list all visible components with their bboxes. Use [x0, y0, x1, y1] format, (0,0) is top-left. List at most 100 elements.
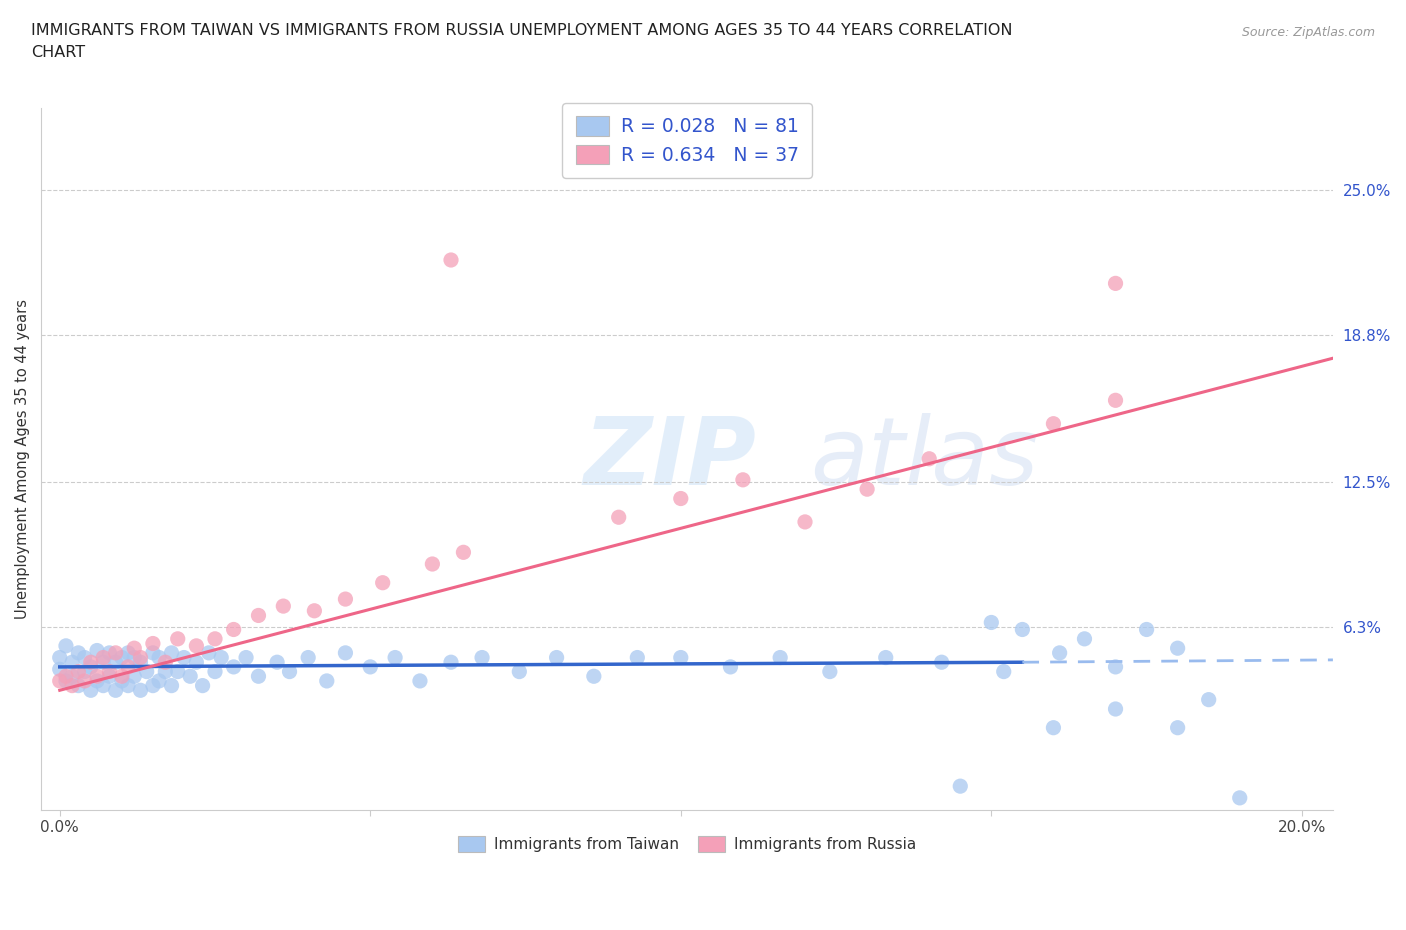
Point — [91, 650, 114, 665]
Y-axis label: Unemployment Among Ages 35 to 44 years: Unemployment Among Ages 35 to 44 years — [15, 299, 30, 618]
Point — [129, 650, 152, 665]
Point — [1104, 276, 1126, 291]
Point — [67, 678, 90, 693]
Point — [204, 664, 226, 679]
Point — [315, 673, 337, 688]
Point — [67, 645, 90, 660]
Point — [626, 650, 648, 665]
Point — [1104, 392, 1126, 407]
Point — [67, 664, 90, 679]
Point — [993, 664, 1015, 679]
Point — [440, 253, 463, 268]
Point — [155, 655, 177, 670]
Point — [278, 664, 301, 679]
Point — [371, 576, 394, 591]
Point — [422, 556, 444, 571]
Point — [875, 650, 897, 665]
Text: IMMIGRANTS FROM TAIWAN VS IMMIGRANTS FROM RUSSIA UNEMPLOYMENT AMONG AGES 35 TO 4: IMMIGRANTS FROM TAIWAN VS IMMIGRANTS FRO… — [31, 23, 1012, 60]
Text: atlas: atlas — [810, 413, 1038, 504]
Point — [98, 664, 121, 679]
Point — [142, 645, 165, 660]
Point — [669, 650, 692, 665]
Point — [166, 631, 188, 646]
Point — [304, 604, 326, 618]
Point — [1167, 641, 1189, 656]
Point — [86, 669, 108, 684]
Point — [191, 678, 214, 693]
Point — [166, 664, 188, 679]
Point — [129, 683, 152, 698]
Point — [1104, 659, 1126, 674]
Point — [949, 778, 972, 793]
Point — [122, 641, 145, 656]
Point — [186, 638, 208, 653]
Point — [440, 655, 463, 670]
Point — [1073, 631, 1095, 646]
Point — [104, 645, 127, 660]
Point — [266, 655, 288, 670]
Point — [1167, 720, 1189, 735]
Point — [98, 645, 121, 660]
Point — [117, 659, 139, 674]
Point — [179, 669, 201, 684]
Point — [1104, 701, 1126, 716]
Point — [148, 650, 170, 665]
Point — [160, 678, 183, 693]
Point — [582, 669, 605, 684]
Point — [204, 631, 226, 646]
Point — [80, 655, 103, 670]
Point — [122, 669, 145, 684]
Point — [55, 669, 77, 684]
Point — [73, 650, 96, 665]
Text: Source: ZipAtlas.com: Source: ZipAtlas.com — [1241, 26, 1375, 39]
Point — [117, 678, 139, 693]
Point — [142, 636, 165, 651]
Point — [48, 650, 70, 665]
Point — [198, 645, 221, 660]
Point — [247, 669, 270, 684]
Point — [104, 655, 127, 670]
Point — [931, 655, 953, 670]
Point — [471, 650, 494, 665]
Point — [155, 664, 177, 679]
Point — [98, 669, 121, 684]
Point — [148, 673, 170, 688]
Legend: Immigrants from Taiwan, Immigrants from Russia: Immigrants from Taiwan, Immigrants from … — [451, 830, 922, 858]
Text: ZIP: ZIP — [583, 413, 756, 505]
Point — [818, 664, 841, 679]
Point — [135, 664, 157, 679]
Point — [129, 655, 152, 670]
Point — [794, 514, 817, 529]
Point — [73, 664, 96, 679]
Point — [55, 638, 77, 653]
Point — [104, 683, 127, 698]
Point — [731, 472, 754, 487]
Point — [73, 673, 96, 688]
Point — [980, 615, 1002, 630]
Point — [60, 655, 83, 670]
Point — [1198, 692, 1220, 707]
Point — [918, 451, 941, 466]
Point — [1011, 622, 1033, 637]
Point — [91, 655, 114, 670]
Point — [222, 659, 245, 674]
Point — [173, 650, 195, 665]
Point — [86, 673, 108, 688]
Point — [142, 678, 165, 693]
Point — [453, 545, 475, 560]
Point — [111, 673, 134, 688]
Point — [359, 659, 381, 674]
Point — [409, 673, 432, 688]
Point — [720, 659, 742, 674]
Point — [856, 482, 879, 497]
Point — [335, 591, 357, 606]
Point — [55, 673, 77, 688]
Point — [1042, 417, 1064, 432]
Point — [769, 650, 792, 665]
Point — [508, 664, 530, 679]
Point — [160, 645, 183, 660]
Point — [384, 650, 406, 665]
Point — [335, 645, 357, 660]
Point — [60, 678, 83, 693]
Point — [247, 608, 270, 623]
